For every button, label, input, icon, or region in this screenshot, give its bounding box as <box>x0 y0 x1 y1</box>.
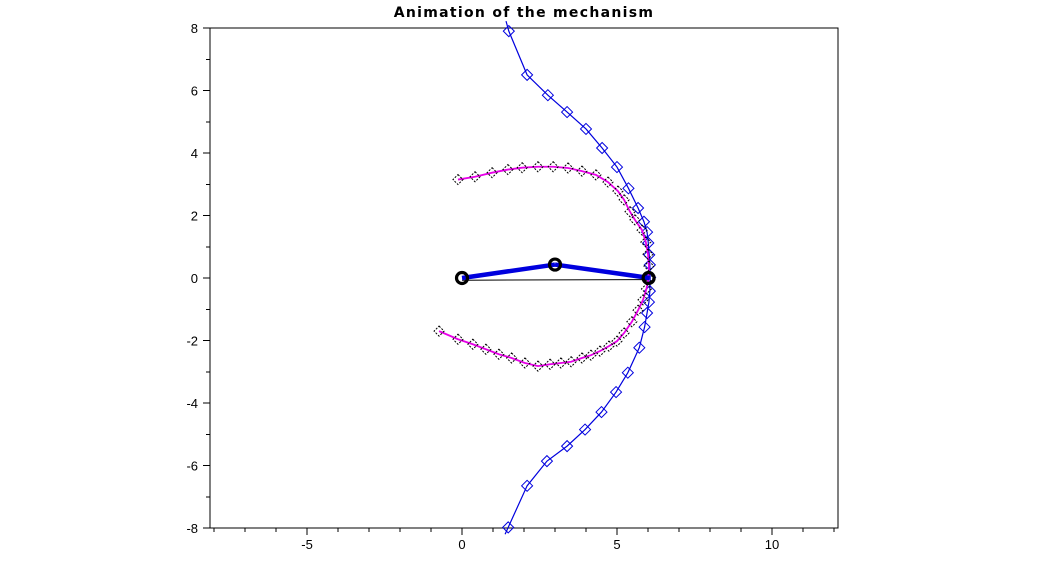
diamond-marker-icon <box>541 88 555 102</box>
diamond-marker-icon <box>618 327 630 339</box>
diamond-marker-icon <box>519 357 531 369</box>
diamond-marker-icon <box>638 320 651 334</box>
y-tick-label: 8 <box>191 21 198 36</box>
diamond-marker-icon <box>480 343 492 355</box>
joint-pivot-icon <box>547 257 563 272</box>
x-tick-label: 5 <box>613 537 620 552</box>
diamond-marker-icon <box>603 340 615 352</box>
diamond-marker-icon <box>640 283 653 295</box>
diamond-marker-icon <box>493 348 505 360</box>
series-coupler-point-trajectory <box>504 20 651 535</box>
diamond-marker-icon <box>636 224 648 236</box>
y-tick-label: -6 <box>186 459 198 474</box>
diamond-marker-icon <box>612 185 624 197</box>
diamond-marker-icon <box>590 169 602 181</box>
diamond-marker-icon <box>560 105 574 119</box>
diamond-marker-icon <box>433 325 445 337</box>
mechanism-ground-link <box>462 279 649 281</box>
diamond-marker-icon <box>640 236 652 248</box>
diamond-marker-icon <box>578 423 592 436</box>
axis-tick-labels: -5 0 5 10 -8 -6 -4 -2 0 2 4 6 8 <box>186 21 779 552</box>
series-knee-joint-trajectory-markers <box>433 161 655 372</box>
diamond-marker-icon <box>618 194 630 206</box>
y-tick-label: -2 <box>186 334 198 349</box>
y-tick-label: 0 <box>191 271 198 286</box>
mechanism-link-bar <box>461 262 556 281</box>
diamond-marker-icon <box>547 161 559 173</box>
diamond-marker-icon <box>640 225 654 239</box>
diamond-marker-icon <box>626 316 638 328</box>
diamond-marker-icon <box>610 160 624 174</box>
mechanism-link-bar <box>554 262 650 281</box>
diamond-marker-icon <box>532 360 544 372</box>
diamond-marker-icon <box>602 176 614 188</box>
axis-ticks <box>203 27 835 535</box>
diamond-marker-icon <box>505 352 518 364</box>
diamond-marker-icon <box>642 295 656 309</box>
diamond-marker-icon <box>502 163 514 176</box>
plot-title: Animation of the mechanism <box>393 5 655 21</box>
diamond-marker-icon <box>540 454 554 468</box>
diamond-marker-icon <box>637 294 649 306</box>
mechanism-joints <box>454 257 656 286</box>
diamond-marker-icon <box>486 166 498 179</box>
diamond-marker-icon <box>467 338 479 350</box>
diamond-marker-icon <box>544 358 556 370</box>
diamond-marker-icon <box>632 304 644 316</box>
diamond-marker-icon <box>469 171 481 183</box>
diamond-marker-icon <box>516 161 528 174</box>
diamond-marker-icon <box>576 165 588 177</box>
y-tick-label: -4 <box>186 396 198 411</box>
diamond-marker-icon <box>629 214 641 226</box>
axes-box <box>209 27 839 529</box>
diamond-marker-icon <box>643 258 657 272</box>
diamond-marker-icon <box>520 479 534 493</box>
joint-pivot-icon <box>641 270 656 286</box>
diamond-marker-icon <box>565 356 577 368</box>
x-tick-label: 0 <box>458 537 465 552</box>
y-tick-label: 2 <box>191 209 198 224</box>
y-tick-label: 6 <box>191 84 198 99</box>
diamond-marker-icon <box>609 385 623 399</box>
diamond-marker-icon <box>595 141 609 155</box>
diamond-marker-icon <box>452 173 464 186</box>
diamond-marker-icon <box>452 333 464 345</box>
diamond-marker-icon <box>555 357 567 369</box>
diamond-marker-icon <box>640 306 654 320</box>
diamond-marker-icon <box>562 162 574 174</box>
diamond-marker-icon <box>532 161 544 173</box>
diamond-marker-icon <box>642 248 654 260</box>
diamond-marker-icon <box>576 352 588 364</box>
diamond-marker-icon <box>585 349 597 361</box>
diamond-marker-icon <box>520 68 534 82</box>
diamond-marker-icon <box>622 182 635 195</box>
diamond-marker-icon <box>579 122 593 136</box>
diamond-marker-icon <box>631 201 645 215</box>
y-tick-label: 4 <box>191 146 198 161</box>
diamond-marker-icon <box>621 366 635 379</box>
diamond-marker-icon <box>502 24 516 38</box>
diamond-marker-icon <box>501 521 515 534</box>
joint-pivot-icon <box>454 270 470 286</box>
y-tick-label: -8 <box>186 521 198 536</box>
x-tick-label: -5 <box>301 537 313 552</box>
x-tick-label: 10 <box>765 537 779 552</box>
mechanism-links <box>461 262 650 281</box>
diamond-marker-icon <box>594 345 606 357</box>
diamond-marker-icon <box>624 206 636 218</box>
diamond-marker-icon <box>633 341 646 354</box>
diamond-marker-icon <box>611 335 623 347</box>
diamond-marker-icon <box>595 405 608 419</box>
diamond-marker-icon <box>560 439 574 453</box>
